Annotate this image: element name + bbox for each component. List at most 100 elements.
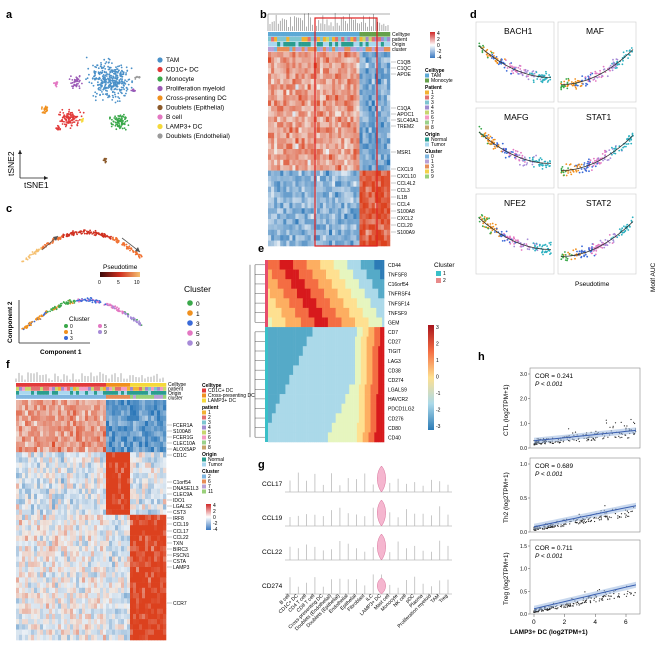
heat-cell: [307, 170, 311, 177]
e-heat-cell: [289, 336, 292, 347]
e-heat-cell: [326, 269, 329, 280]
e-heat-cell: [275, 355, 278, 366]
tsne-cell: [100, 85, 103, 87]
heat-cell: [386, 219, 391, 225]
panel-e: e CD44TNFSF8C16orf54TNFRSF4TNFSF14TNFSF9…: [249, 243, 455, 443]
e-heat-cell: [335, 403, 338, 414]
heat-cell: [286, 122, 290, 128]
heat-cell: [371, 105, 376, 112]
heat-cell: [329, 202, 333, 209]
e-heat-cell: [370, 260, 373, 270]
e-heat-cell: [322, 307, 325, 318]
heat-cell: [280, 240, 284, 247]
tsne-cell: [116, 124, 119, 127]
cluster-label: 9: [104, 330, 107, 336]
heat-cell: [304, 154, 308, 161]
heat-cell: [356, 116, 360, 123]
e-heat-cell: [306, 317, 309, 328]
trajectory-cell: [67, 303, 69, 305]
e-heat-cell: [380, 365, 383, 376]
heat-cell: [280, 208, 284, 214]
e-heat-cell: [333, 346, 336, 357]
motif-point: [561, 253, 564, 256]
e-heat-cell: [320, 269, 323, 280]
heat-cell: [353, 73, 357, 80]
heat-cell: [298, 52, 302, 58]
e-heat-cell: [285, 327, 288, 337]
heat-cell: [325, 132, 330, 139]
heat-cell: [362, 57, 366, 64]
tsne-cell: [119, 126, 122, 129]
motif-name: MAFG: [504, 112, 529, 122]
annot-cell: [274, 47, 278, 52]
heat-cell: [283, 116, 287, 123]
heat-cell: [310, 116, 315, 123]
e-heat-cell: [376, 269, 379, 280]
e-heat-cell: [289, 394, 292, 404]
e-heat-cell: [277, 384, 280, 395]
e-heat-cell: [364, 336, 367, 347]
trajectory-cell: [55, 306, 58, 309]
tsne-cell: [55, 85, 58, 88]
e-heat-cell: [324, 346, 327, 357]
e-heat-cell: [281, 307, 284, 318]
heat-cell: [292, 111, 296, 117]
tsne-cell: [114, 93, 116, 96]
e-heat-cell: [300, 346, 304, 357]
e-heat-cell: [355, 336, 358, 347]
e-heat-cell: [353, 384, 356, 395]
e-heat-cell: [351, 374, 354, 385]
gene-label: CCL4: [397, 202, 410, 208]
motif-point: [588, 247, 590, 249]
tsne-cell: [106, 92, 108, 95]
heat-cell: [350, 127, 354, 134]
heat-cell: [365, 240, 369, 247]
heat-cell: [304, 138, 308, 144]
legend-label: Monocyte: [166, 76, 195, 83]
trajectory-cell: [123, 244, 126, 247]
heat-cell: [353, 138, 357, 144]
heat-cell: [307, 154, 311, 161]
tsne-cell: [123, 88, 125, 91]
motif-point: [597, 157, 600, 160]
tsne-cell: [134, 76, 137, 79]
heat-cell: [377, 73, 382, 80]
e-heat-cell: [279, 384, 282, 395]
heat-cell: [286, 78, 290, 85]
heat-cell: [292, 170, 296, 177]
e-heat-cell: [287, 288, 290, 299]
tsne-cell: [124, 118, 126, 121]
annot-cell: [380, 37, 385, 42]
heat-cell: [277, 57, 281, 64]
heat-cell: [365, 186, 369, 193]
heat-cell: [386, 192, 391, 198]
motif-point: [576, 79, 579, 82]
heat-cell: [341, 95, 345, 101]
panel-c-letter: c: [6, 203, 12, 215]
heat-cell: [371, 186, 376, 193]
heat-cell: [356, 52, 360, 58]
e-heat-cell: [298, 279, 302, 290]
motif-point: [561, 166, 564, 168]
heat-cell: [274, 192, 278, 198]
e-heat-cell: [370, 279, 373, 290]
e-heat-cell: [314, 269, 317, 280]
motif-point: [520, 151, 522, 154]
heat-cell: [292, 202, 296, 209]
heat-cell: [332, 229, 336, 236]
heat-cell: [332, 197, 336, 204]
tsne-cell: [75, 119, 77, 122]
heat-cell: [386, 52, 391, 58]
heat-cell: [322, 213, 327, 220]
heat-cell: [386, 95, 391, 101]
heat-cell: [271, 154, 275, 161]
motif-point: [545, 166, 548, 169]
tsne-cell: [65, 116, 68, 119]
heat-cell: [329, 154, 333, 161]
heat-cell: [383, 165, 388, 171]
heat-cell: [332, 170, 336, 177]
trajectory-cell: [122, 243, 125, 246]
motif-point: [526, 69, 529, 72]
e-heat-cell: [316, 384, 319, 395]
heat-cell: [371, 84, 376, 90]
